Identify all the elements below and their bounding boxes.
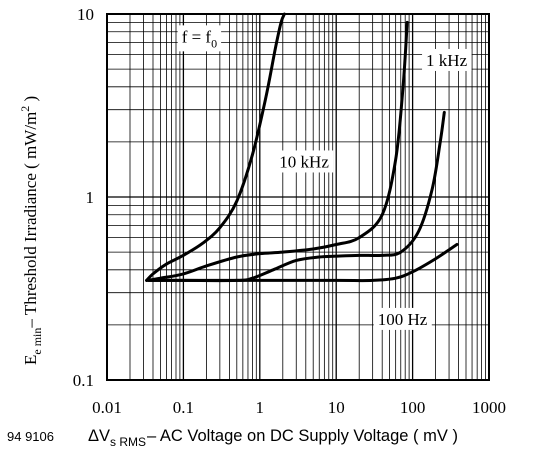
x-tick-label: 10 — [328, 398, 345, 417]
curve-label-bg — [275, 150, 334, 173]
plot-frame — [106, 13, 490, 381]
curve-f-f0 — [145, 12, 286, 282]
grid-lines — [107, 14, 489, 380]
x-tick-label: 1000 — [472, 398, 506, 417]
x-tick-labels: 0.01 0.1 1 10 100 1000 — [92, 398, 506, 417]
x-tick-label: 0.01 — [92, 398, 122, 417]
y-tick-label: 0.1 — [73, 371, 94, 390]
curve-labels: f = f0 10 kHz 1 kHz 100 Hz — [182, 27, 468, 329]
y-tick-label: 10 — [77, 5, 94, 24]
curve-label-bg — [422, 48, 472, 71]
x-axis-label: ΔVs RMS– AC Voltage on DC Supply Voltage… — [88, 427, 458, 449]
curve-label-f-f0: f = f0 — [182, 27, 217, 50]
figure-number: 94 9106 — [7, 429, 54, 444]
curve-10-khz — [145, 20, 409, 282]
curve-100-hz — [147, 243, 459, 283]
x-tick-label: 100 — [400, 398, 426, 417]
x-tick-label: 1 — [256, 398, 265, 417]
y-axis-label: Ee min– Threshold Irradiance ( mW/m2 ) — [18, 96, 44, 365]
curves — [145, 12, 459, 283]
y-tick-labels: 10 1 0.1 — [73, 5, 94, 390]
curve-label-1-khz: 1 kHz — [426, 51, 468, 70]
y-tick-label: 1 — [86, 188, 95, 207]
curve-label-100-hz: 100 Hz — [378, 310, 428, 329]
curve-label-bg — [373, 307, 432, 330]
curve-label-bg — [177, 25, 222, 52]
x-tick-label: 0.1 — [173, 398, 194, 417]
label-backgrounds — [177, 25, 472, 330]
curve-label-10-khz: 10 kHz — [279, 152, 329, 171]
